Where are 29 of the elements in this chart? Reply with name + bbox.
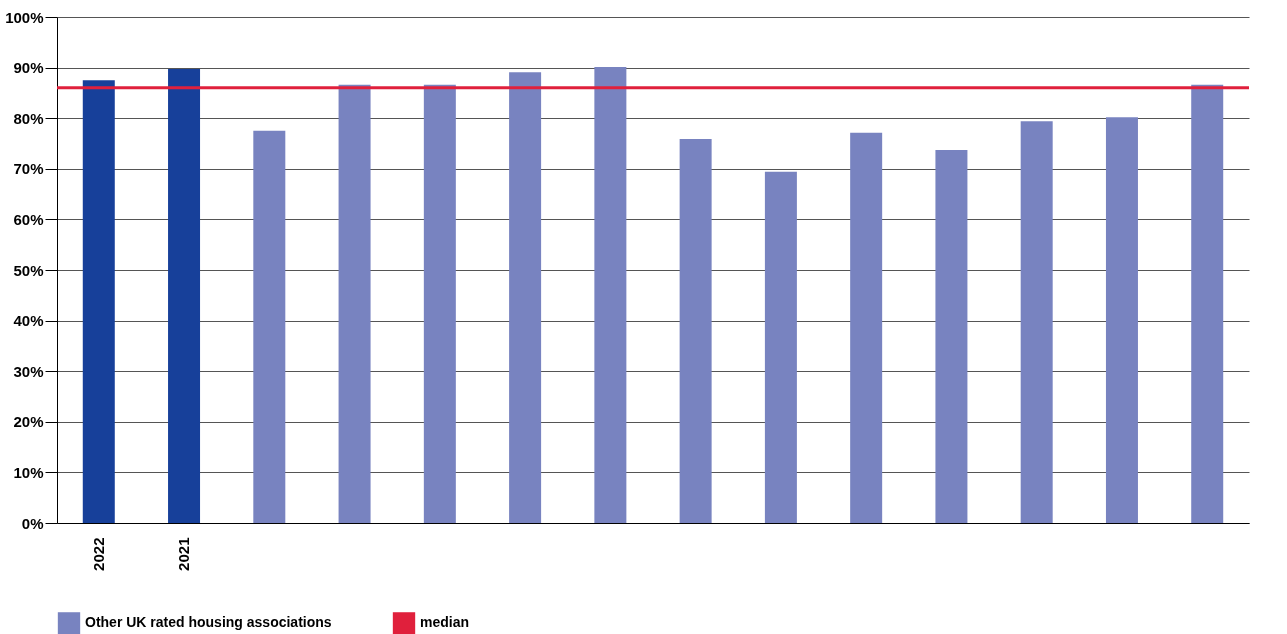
x-tick-label: 2022 bbox=[89, 537, 107, 571]
bar bbox=[253, 130, 286, 523]
y-tick-label: 60% bbox=[13, 210, 44, 228]
y-tick-label: 90% bbox=[13, 59, 44, 77]
y-tick-label: 10% bbox=[13, 463, 44, 481]
y-tick-label: 40% bbox=[13, 312, 44, 330]
y-tick-label: 50% bbox=[13, 261, 44, 279]
bar bbox=[168, 69, 201, 523]
bar bbox=[338, 84, 371, 523]
y-tick-label: 100% bbox=[5, 8, 44, 26]
bar bbox=[423, 84, 456, 523]
y-tick-label: 80% bbox=[13, 109, 44, 127]
bar bbox=[679, 138, 712, 523]
bar bbox=[509, 72, 542, 523]
y-tick-label: 30% bbox=[13, 362, 44, 380]
y-tick-label: 20% bbox=[13, 413, 44, 431]
legend-label: Other UK rated housing associations bbox=[85, 614, 332, 631]
bar bbox=[594, 67, 627, 523]
bar bbox=[1020, 121, 1053, 523]
bar bbox=[935, 150, 968, 523]
bar bbox=[1105, 117, 1138, 523]
bar bbox=[1191, 84, 1224, 523]
bar bbox=[850, 132, 883, 523]
legend-label: median bbox=[420, 614, 470, 631]
y-tick-label: 0% bbox=[21, 514, 44, 532]
bar bbox=[764, 171, 797, 523]
y-tick-label: 70% bbox=[13, 160, 44, 178]
x-tick-label: 2021 bbox=[175, 537, 193, 571]
bar bbox=[82, 80, 115, 523]
